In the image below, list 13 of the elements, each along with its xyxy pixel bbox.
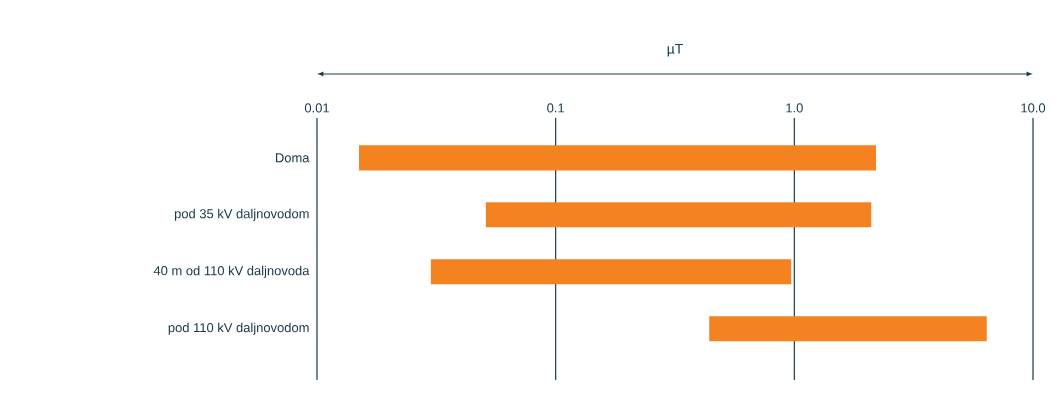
x-tick-label: 0.01 <box>304 103 329 113</box>
x-tick-label: 0.1 <box>547 103 565 113</box>
x-axis-title: µT <box>667 43 683 57</box>
y-tick-label: pod 35 kV daljnovodom <box>174 208 309 221</box>
y-tick-label: 40 m od 110 kV daljnovoda <box>153 265 310 278</box>
bar <box>430 259 792 285</box>
x-tick-label: 1.0 <box>786 103 803 113</box>
bar <box>485 202 872 228</box>
bar <box>709 316 987 342</box>
y-tick-label: pod 110 kV daljnovodom <box>168 322 309 335</box>
y-tick-label: Doma <box>275 153 310 163</box>
bar <box>359 145 877 171</box>
x-tick-label: 10.0 <box>1021 103 1046 113</box>
